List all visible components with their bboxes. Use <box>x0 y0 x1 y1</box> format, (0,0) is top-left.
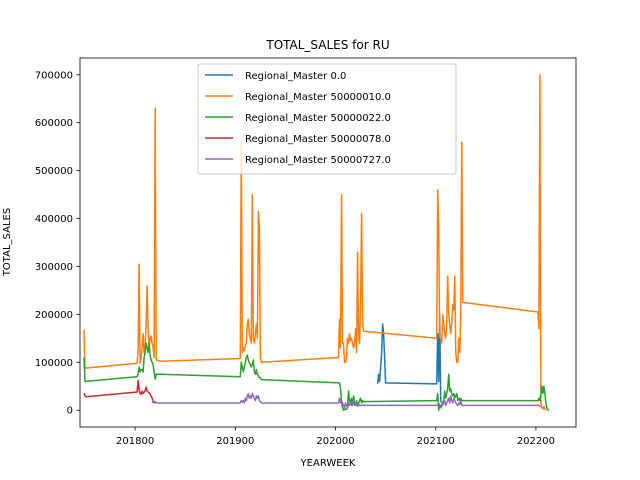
y-tick-label: 0 <box>67 406 73 417</box>
x-tick-label: 202100 <box>417 436 455 447</box>
legend-box <box>197 63 457 175</box>
legend-label-1: Regional_Master 50000010.0 <box>245 92 391 103</box>
series-line-0 <box>376 313 443 404</box>
x-tick-label: 201900 <box>216 436 254 447</box>
y-tick-label: 200000 <box>35 310 73 321</box>
y-tick-label: 400000 <box>35 214 73 225</box>
legend-label-4: Regional_Master 50000727.0 <box>245 155 391 166</box>
x-axis: 201800 201900 202000 202100 202200 <box>116 427 555 447</box>
legend-label-0: Regional_Master 0.0 <box>245 71 346 82</box>
legend: Regional_Master 0.0 Regional_Master 50000… <box>197 63 457 175</box>
y-tick-label: 300000 <box>35 262 73 273</box>
y-tick-label: 700000 <box>35 70 73 81</box>
y-tick-label: 100000 <box>35 358 73 369</box>
series-layer <box>83 74 549 411</box>
x-tick-label: 201800 <box>116 436 154 447</box>
series-line-2 <box>83 342 549 411</box>
plot-frame <box>79 57 577 428</box>
y-tick-label: 600000 <box>35 118 73 129</box>
y-axis: 0 100000 200000 300000 400000 500000 600000 700… <box>35 70 80 417</box>
y-axis-title: TOTAL_SALES <box>2 208 13 277</box>
y-tick-label: 500000 <box>35 166 73 177</box>
x-axis-title: YEARWEEK <box>300 458 356 469</box>
legend-label-2: Regional_Master 50000022.0 <box>245 113 391 124</box>
series-line-1 <box>83 74 547 411</box>
legend-label-3: Regional_Master 50000078.0 <box>245 134 391 145</box>
series-line-4 <box>151 392 541 409</box>
series-line-3 <box>83 379 156 404</box>
x-tick-label: 202200 <box>517 436 555 447</box>
x-tick-label: 202000 <box>316 436 354 447</box>
chart-title: TOTAL_SALES for RU <box>265 38 389 52</box>
